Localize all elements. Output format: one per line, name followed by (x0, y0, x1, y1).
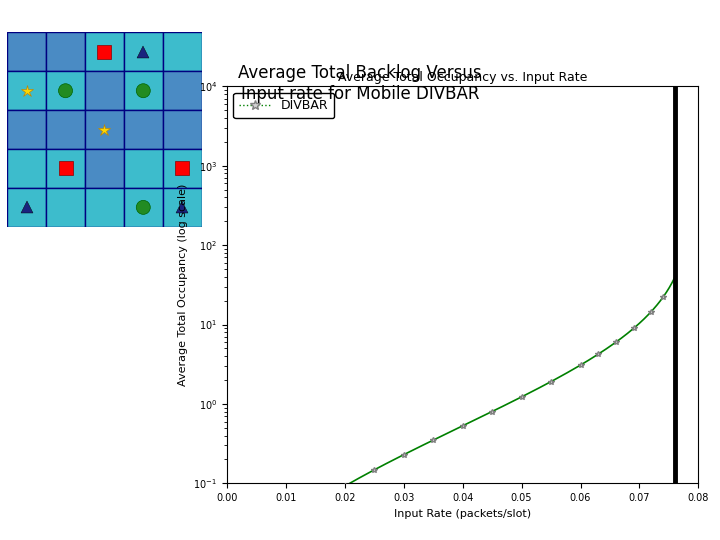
Bar (124, 110, 163, 149)
Bar (7, 32, 46, 71)
Bar (7, 71, 46, 110)
Bar (163, 149, 202, 188)
Bar (58, 161, 73, 176)
X-axis label: Input Rate (packets/slot): Input Rate (packets/slot) (394, 509, 531, 518)
Bar (124, 188, 163, 227)
Bar (85, 32, 124, 71)
Bar (163, 71, 202, 110)
Bar (85, 188, 124, 227)
Bar (175, 161, 189, 176)
Bar (46, 32, 85, 71)
Bar (7, 110, 46, 149)
Bar (124, 71, 163, 110)
Bar (85, 149, 124, 188)
Circle shape (136, 84, 150, 98)
Bar (163, 188, 202, 227)
Bar (85, 110, 124, 149)
Legend: DIVBAR: DIVBAR (233, 93, 334, 118)
Bar (7, 188, 46, 227)
Circle shape (58, 84, 73, 98)
Bar (163, 110, 202, 149)
Bar (97, 45, 112, 59)
Bar (163, 32, 202, 71)
Bar (46, 149, 85, 188)
Bar (7, 149, 46, 188)
Bar (85, 71, 124, 110)
Title: Average Total Occupancy vs. Input Rate: Average Total Occupancy vs. Input Rate (338, 71, 588, 84)
Bar (124, 149, 163, 188)
Y-axis label: Average Total Occupancy (log scale): Average Total Occupancy (log scale) (178, 184, 188, 386)
Bar (46, 188, 85, 227)
Bar (124, 32, 163, 71)
Bar (46, 110, 85, 149)
Text: Average Total Backlog Versus
Input rate for Mobile DIVBAR: Average Total Backlog Versus Input rate … (238, 64, 482, 103)
Bar (46, 71, 85, 110)
Circle shape (136, 200, 150, 214)
